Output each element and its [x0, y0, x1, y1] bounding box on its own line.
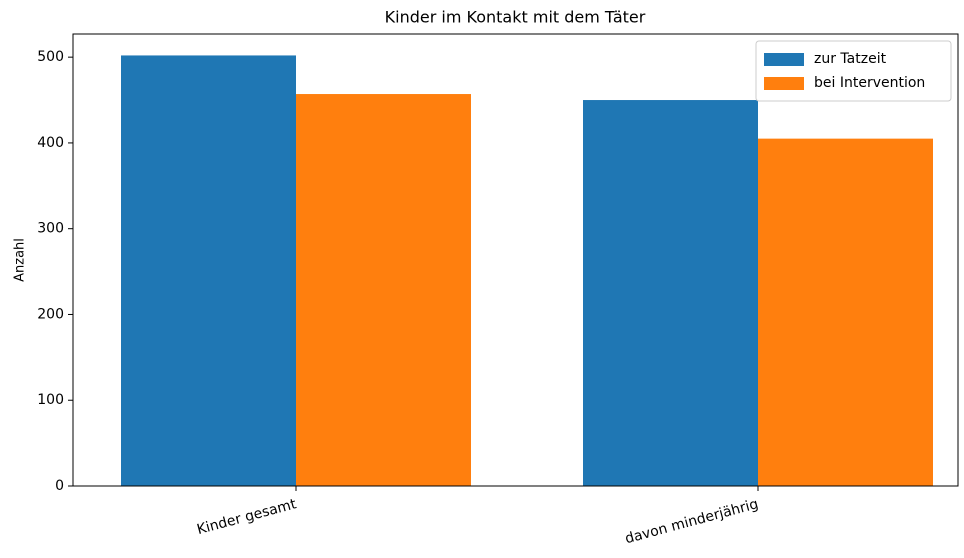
y-axis-label: Anzahl	[13, 238, 28, 282]
legend-label: bei Intervention	[814, 75, 925, 91]
y-tick-label: 500	[37, 49, 64, 65]
chart-title: Kinder im Kontakt mit dem Täter	[385, 8, 646, 27]
x-tick-label: davon minderjährig	[623, 496, 760, 547]
axes-frame	[72, 33, 959, 487]
y-tick-label: 300	[37, 221, 64, 237]
legend-box	[755, 40, 952, 102]
legend-label: zur Tatzeit	[814, 51, 887, 67]
x-tick-label: Kinder gesamt	[195, 496, 298, 538]
bar	[296, 94, 471, 486]
legend-swatch	[764, 77, 804, 90]
y-tick-label: 400	[37, 135, 64, 151]
legend-swatch	[764, 53, 804, 66]
bar	[121, 55, 296, 486]
y-tick-label: 0	[55, 478, 64, 494]
y-tick-label: 100	[37, 392, 64, 408]
bar	[758, 138, 933, 486]
y-tick-label: 200	[37, 306, 64, 322]
bar	[583, 100, 758, 486]
